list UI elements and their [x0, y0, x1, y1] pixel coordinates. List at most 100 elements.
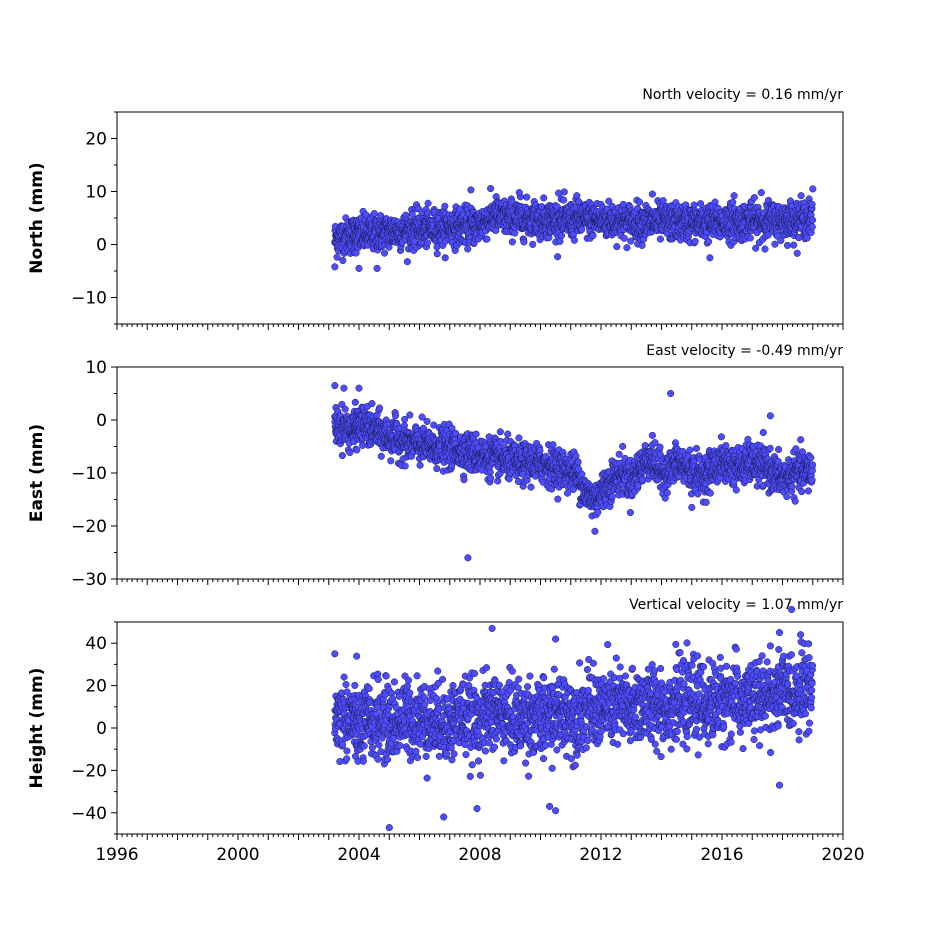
- data-point: [365, 685, 373, 693]
- panel-north: North velocity = 0.16 mm/yr −10 0 10 20 Nor…: [27, 87, 844, 330]
- data-point: [783, 493, 791, 501]
- data-point: [375, 404, 384, 412]
- data-point: [702, 498, 710, 506]
- data-point: [487, 184, 495, 193]
- data-point: [732, 486, 740, 494]
- data-point: [572, 452, 580, 460]
- data-point: [578, 225, 586, 233]
- data-point: [798, 488, 806, 496]
- data-point: [520, 238, 528, 246]
- data-point: [423, 417, 431, 425]
- data-point: [804, 487, 812, 495]
- east-velocity-label: East velocity = -0.49 mm/yr: [646, 343, 843, 359]
- outlier-point: [555, 189, 563, 197]
- data-point: [494, 477, 502, 485]
- data-point: [519, 470, 527, 478]
- data-point: [808, 476, 816, 484]
- north-y-axis-label: North (mm): [27, 162, 47, 273]
- data-point: [589, 231, 597, 240]
- outlier-point: [467, 186, 475, 194]
- data-point: [433, 465, 441, 473]
- y-tick-label: 10: [85, 183, 107, 203]
- outlier-point: [355, 264, 363, 272]
- data-point: [353, 652, 361, 660]
- y-tick-label: 20: [85, 130, 107, 150]
- data-point: [497, 437, 505, 446]
- data-point: [761, 245, 769, 253]
- data-point: [351, 681, 359, 689]
- data-point: [594, 508, 602, 516]
- vertical-velocity-label: Vertical velocity = 1.07 mm/yr: [629, 597, 843, 613]
- outlier-point: [648, 190, 656, 198]
- data-point: [638, 241, 646, 249]
- data-point: [360, 742, 368, 750]
- data-point: [746, 234, 754, 242]
- data-point: [648, 431, 656, 439]
- data-point: [692, 444, 701, 452]
- data-point: [380, 249, 389, 257]
- data-point: [717, 433, 725, 441]
- data-point: [351, 398, 359, 406]
- data-point: [403, 258, 411, 266]
- data-point: [343, 755, 351, 763]
- data-point: [808, 223, 816, 231]
- data-point: [486, 468, 494, 476]
- data-point: [460, 476, 468, 484]
- data-point: [472, 430, 480, 438]
- data-point: [705, 238, 713, 246]
- data-point: [792, 445, 800, 453]
- data-point: [686, 446, 694, 454]
- data-point: [623, 244, 631, 252]
- y-tick-label: −30: [71, 570, 107, 590]
- data-point: [766, 444, 774, 452]
- data-point: [808, 216, 817, 224]
- y-tick-label: 10: [85, 358, 107, 378]
- data-point: [619, 442, 627, 450]
- y-tick-label: −10: [71, 289, 107, 309]
- data-point: [578, 470, 586, 478]
- data-point: [339, 741, 347, 749]
- data-point: [362, 211, 370, 219]
- data-point: [694, 490, 702, 498]
- data-point: [339, 256, 347, 265]
- data-point: [722, 442, 730, 450]
- north-velocity-label: North velocity = 0.16 mm/yr: [642, 87, 843, 103]
- outlier-point: [706, 254, 714, 262]
- north-points: [331, 184, 817, 272]
- data-point: [608, 492, 616, 501]
- data-point: [464, 245, 472, 253]
- outlier-point: [373, 264, 381, 272]
- data-point: [659, 197, 667, 205]
- data-point: [775, 445, 783, 454]
- data-point: [750, 194, 758, 202]
- data-point: [797, 436, 805, 444]
- data-point: [620, 234, 628, 242]
- data-point: [505, 475, 513, 483]
- data-point: [549, 441, 557, 449]
- data-point: [656, 443, 664, 451]
- data-point: [353, 446, 361, 454]
- outlier-point: [331, 263, 339, 271]
- outlier-point: [757, 189, 765, 197]
- y-tick-label: 0: [96, 236, 107, 256]
- data-point: [496, 428, 504, 436]
- data-point: [540, 194, 548, 202]
- data-point: [333, 253, 341, 261]
- y-tick-label: −10: [71, 464, 107, 484]
- data-point: [370, 210, 378, 218]
- data-point: [487, 474, 495, 482]
- data-point: [783, 241, 792, 249]
- outlier-point: [766, 412, 774, 420]
- data-point: [423, 239, 432, 247]
- data-point: [807, 454, 815, 462]
- data-point: [441, 254, 449, 262]
- data-point: [615, 450, 623, 458]
- y-tick-label: −20: [71, 517, 107, 537]
- data-point: [752, 244, 760, 252]
- data-point: [359, 757, 367, 765]
- data-point: [788, 482, 796, 490]
- outlier-point: [573, 192, 581, 200]
- data-point: [554, 253, 562, 261]
- data-point: [338, 451, 346, 460]
- data-point: [523, 193, 531, 201]
